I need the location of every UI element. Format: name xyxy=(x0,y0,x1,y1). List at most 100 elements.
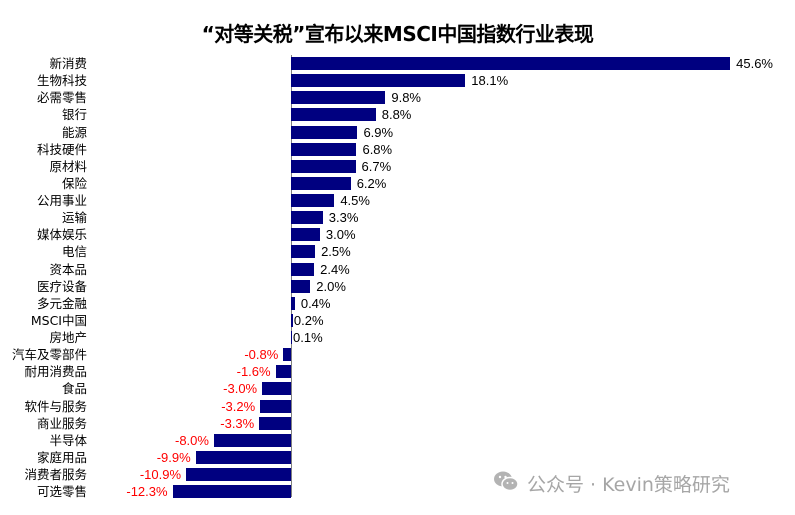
category-label: 多元金融 xyxy=(36,295,87,311)
bar xyxy=(283,348,291,362)
bar-row: MSCI中国 0.2% xyxy=(0,312,795,329)
value-label: -10.9% xyxy=(139,467,182,483)
bar-row: 新消费 45.6% xyxy=(0,55,795,72)
bar-row: 媒体娱乐 3.0% xyxy=(0,226,795,243)
category-label: 能源 xyxy=(61,124,87,140)
bar xyxy=(291,262,315,276)
bar xyxy=(291,159,356,173)
bar xyxy=(259,416,291,430)
bar xyxy=(172,485,291,499)
bar-row: 商业服务 -3.3% xyxy=(0,415,795,432)
bar-row: 家庭用品 -9.9% xyxy=(0,449,795,466)
bar-row: 汽车及零部件 -0.8% xyxy=(0,346,795,363)
value-label: -12.3% xyxy=(126,484,168,500)
category-label: 银行 xyxy=(61,107,87,123)
category-label: 原材料 xyxy=(49,158,87,174)
watermark-text: 公众号 · Kevin策略研究 xyxy=(527,473,730,496)
value-label: -9.9% xyxy=(156,449,191,465)
category-label: 医疗设备 xyxy=(36,278,87,294)
value-label: 6.8% xyxy=(362,141,393,157)
value-label: 6.7% xyxy=(361,158,392,174)
bar xyxy=(291,176,351,190)
bar-row: 半导体 -8.0% xyxy=(0,432,795,449)
category-label: 半导体 xyxy=(49,432,87,448)
bar-row: 原材料 6.7% xyxy=(0,158,795,175)
bar-row: 多元金融 0.4% xyxy=(0,295,795,312)
value-label: 3.0% xyxy=(325,227,356,243)
value-label: -0.8% xyxy=(244,347,279,363)
category-label: 科技硬件 xyxy=(36,141,87,157)
bar xyxy=(291,245,316,259)
value-label: 2.0% xyxy=(316,278,346,294)
category-label: 电信 xyxy=(61,244,87,260)
category-label: 软件与服务 xyxy=(24,398,87,414)
category-label: 汽车及零部件 xyxy=(11,347,87,363)
bar xyxy=(291,331,292,345)
bar-row: 公用事业 4.5% xyxy=(0,192,795,209)
bar-row: 电信 2.5% xyxy=(0,243,795,260)
bar xyxy=(291,279,311,293)
value-label: 0.1% xyxy=(293,330,323,346)
value-label: -3.0% xyxy=(223,381,258,397)
bar-row: 耐用消费品 -1.6% xyxy=(0,363,795,380)
bar-row: 资本品 2.4% xyxy=(0,261,795,278)
value-label: 0.4% xyxy=(300,295,331,311)
bar xyxy=(195,450,291,464)
category-label: 商业服务 xyxy=(36,415,87,431)
bar-row: 保险 6.2% xyxy=(0,175,795,192)
bar-row: 可选零售 -12.3% xyxy=(0,483,795,500)
value-label: 18.1% xyxy=(471,73,509,89)
category-label: 必需零售 xyxy=(36,90,87,106)
bar xyxy=(260,399,291,413)
wechat-icon xyxy=(493,470,527,497)
value-label: 8.8% xyxy=(381,107,412,123)
bar xyxy=(291,108,376,122)
category-label: 家庭用品 xyxy=(36,449,87,465)
category-label: 保险 xyxy=(61,175,87,191)
bar xyxy=(291,296,295,310)
value-label: 0.2% xyxy=(293,312,324,328)
value-label: 9.8% xyxy=(391,90,421,106)
category-label: 食品 xyxy=(61,381,87,397)
category-label: 房地产 xyxy=(49,330,87,346)
bar-row: 运输 3.3% xyxy=(0,209,795,226)
bar xyxy=(291,211,323,225)
watermark: 公众号 · Kevin策略研究 xyxy=(493,470,730,496)
bar xyxy=(291,142,357,156)
bar-row: 科技硬件 6.8% xyxy=(0,141,795,158)
bar xyxy=(291,194,335,208)
bar xyxy=(213,433,291,447)
value-label: 3.3% xyxy=(328,210,359,226)
bar-row: 软件与服务 -3.2% xyxy=(0,398,795,415)
category-label: MSCI中国 xyxy=(30,312,87,328)
zero-axis-line xyxy=(291,55,292,497)
value-label: 45.6% xyxy=(736,56,773,71)
bar-row: 房地产 0.1% xyxy=(0,329,795,346)
bar xyxy=(291,313,293,327)
bar-row: 能源 6.9% xyxy=(0,124,795,141)
bar-row: 医疗设备 2.0% xyxy=(0,278,795,295)
chart-title: “对等关税”宣布以来MSCI中国指数行业表现 xyxy=(201,22,594,46)
category-label: 公用事业 xyxy=(36,193,87,209)
value-label: 2.5% xyxy=(321,244,351,260)
bar xyxy=(291,57,731,70)
value-label: -3.2% xyxy=(221,398,256,414)
category-label: 可选零售 xyxy=(36,484,87,500)
category-label: 消费者服务 xyxy=(24,467,87,483)
value-label: 6.9% xyxy=(363,124,394,140)
category-label: 耐用消费品 xyxy=(24,364,87,380)
value-label: -3.3% xyxy=(220,415,255,431)
category-label: 生物科技 xyxy=(36,73,87,89)
bar-row: 银行 8.8% xyxy=(0,106,795,123)
value-label: 4.5% xyxy=(340,193,370,209)
bar-row: 生物科技 18.1% xyxy=(0,72,795,89)
bar-row: 消费者服务 -10.9% xyxy=(0,466,795,483)
category-label: 媒体娱乐 xyxy=(36,227,87,243)
category-label: 运输 xyxy=(61,210,87,226)
bar xyxy=(291,91,386,105)
bar xyxy=(275,365,291,379)
category-label: 资本品 xyxy=(49,261,87,277)
bar xyxy=(262,382,291,396)
bar-row: 必需零售 9.8% xyxy=(0,89,795,106)
bar xyxy=(291,228,320,242)
